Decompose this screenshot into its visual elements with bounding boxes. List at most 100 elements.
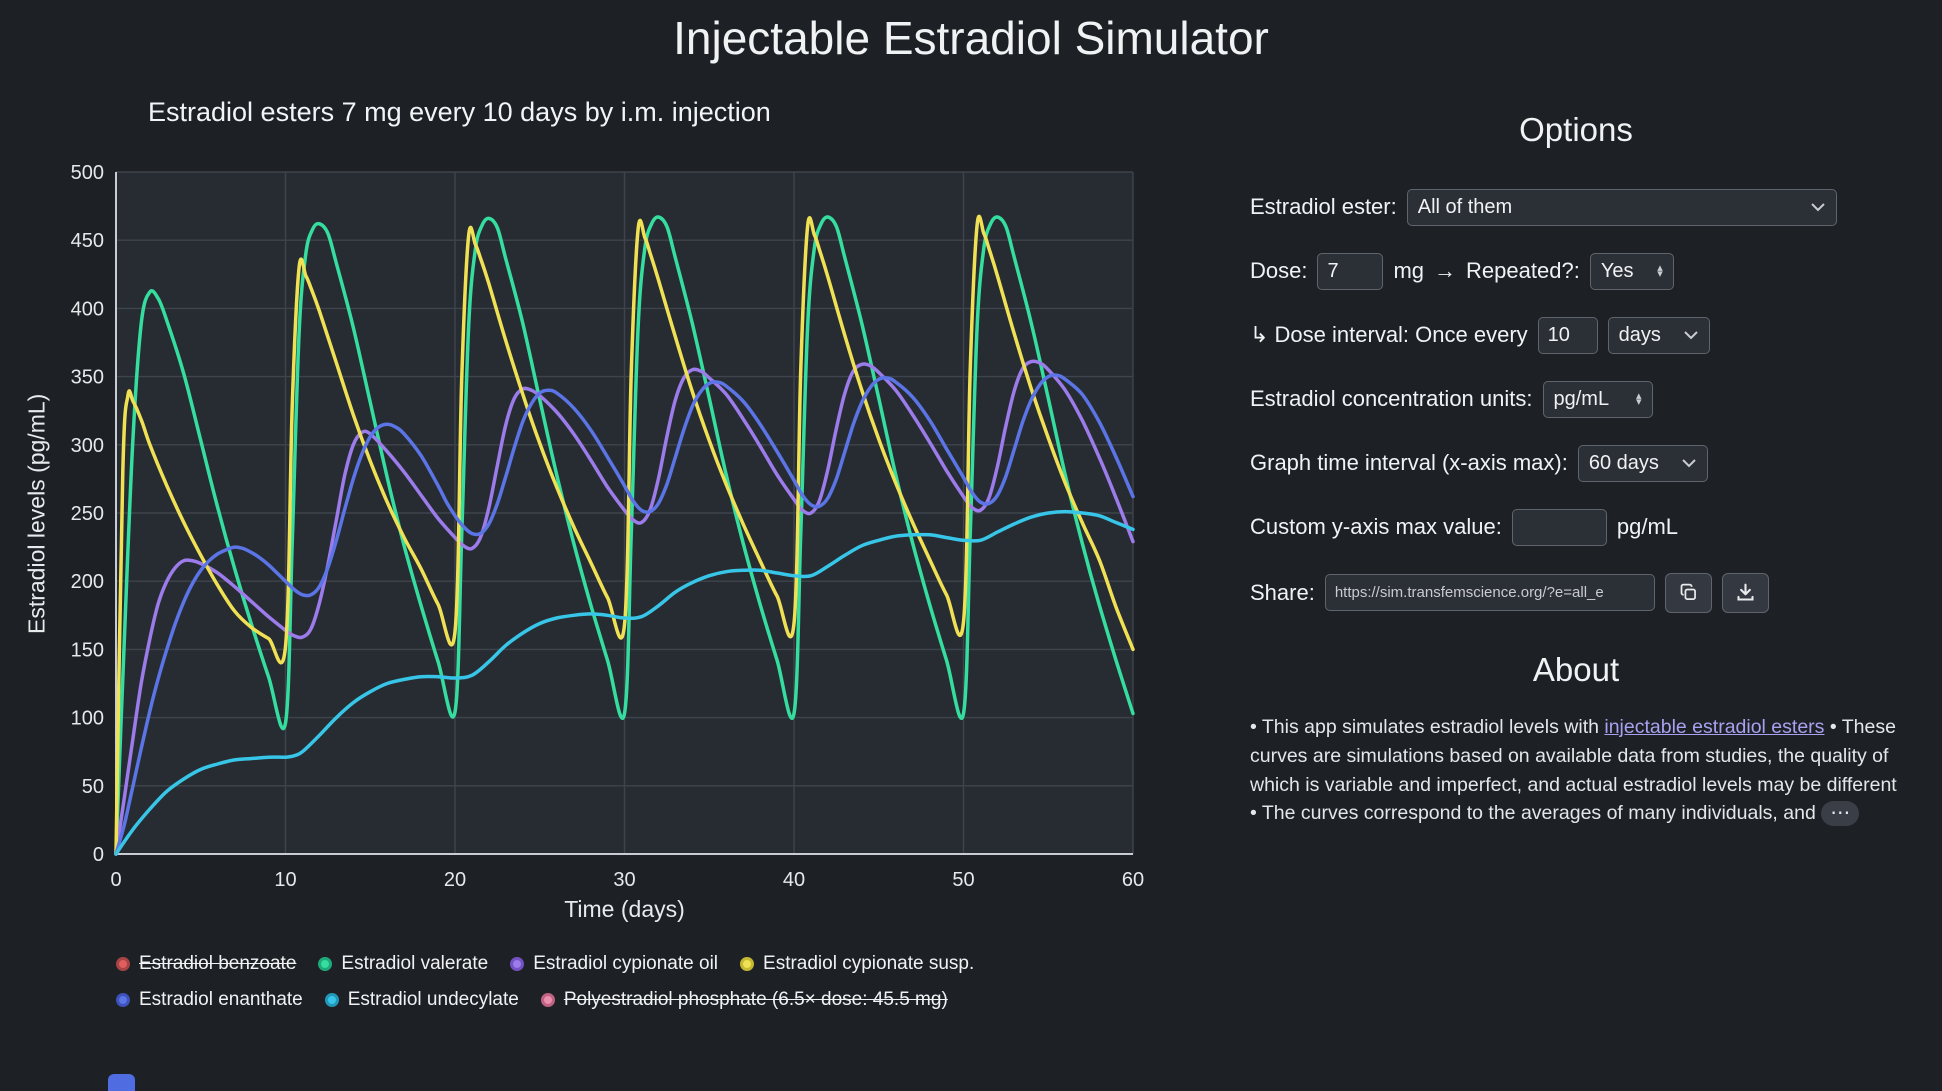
y-tick-label: 250	[71, 503, 104, 525]
legend-color-dot	[318, 956, 333, 971]
about-text-before-link: • This app simulates estradiol levels wi…	[1250, 715, 1605, 738]
x-tick-label: 10	[274, 869, 296, 891]
series-line-1	[114, 215, 1135, 856]
interval-row: ↳ Dose interval: Once every days	[1250, 316, 1902, 354]
y-tick-label: 450	[71, 230, 104, 252]
y-tick-label: 400	[71, 298, 104, 320]
options-heading: Options	[1519, 110, 1633, 148]
about-heading: About	[1532, 650, 1620, 688]
copy-link-button[interactable]	[1664, 572, 1712, 613]
legend-item[interactable]: Estradiol cypionate susp.	[740, 953, 974, 975]
legend-item[interactable]: Estradiol cypionate oil	[510, 953, 718, 975]
legend-color-dot	[540, 992, 555, 1007]
dose-input[interactable]	[1317, 252, 1384, 290]
ymax-input[interactable]	[1511, 508, 1607, 546]
y-tick-label: 200	[71, 571, 104, 593]
ester-select[interactable]: All of them	[1406, 188, 1837, 226]
esters-link[interactable]: injectable estradiol esters	[1604, 715, 1825, 738]
chart-section: Estradiol esters 7 mg every 10 days by i…	[0, 85, 1204, 1011]
x-tick-label: 50	[952, 869, 974, 891]
legend-color-dot	[740, 956, 755, 971]
y-tick-label: 0	[93, 844, 104, 866]
time-interval-row: Graph time interval (x-axis max): 60 day…	[1250, 444, 1902, 482]
legend-label: Estradiol cypionate oil	[533, 952, 719, 974]
options-panel: Options Estradiol ester: All of them Dos…	[1204, 85, 1942, 1011]
select-arrows-icon: ▴ ▾	[1635, 389, 1642, 409]
legend-label: Estradiol cypionate susp.	[763, 952, 975, 974]
legend-item[interactable]: Estradiol valerate	[318, 953, 488, 975]
page-title: Injectable Estradiol Simulator	[673, 12, 1269, 64]
share-label: Share:	[1250, 579, 1315, 605]
units-select[interactable]: pg/mL ▴ ▾	[1542, 380, 1653, 418]
chart-legend: Estradiol benzoate Estradiol valerate Estr…	[116, 953, 1096, 1011]
units-row: Estradiol concentration units: pg/mL ▴ ▾	[1250, 380, 1902, 418]
interval-input[interactable]	[1537, 316, 1598, 354]
legend-item[interactable]: Estradiol benzoate	[116, 953, 296, 975]
x-tick-label: 40	[783, 869, 805, 891]
legend-color-dot	[116, 956, 130, 971]
chevron-down-icon	[1811, 203, 1825, 212]
x-axis-label: Time (days)	[564, 895, 685, 922]
ymax-row: Custom y-axis max value: pg/mL	[1250, 508, 1902, 546]
about-text-after-link: • These curves are simulations based on …	[1250, 715, 1897, 825]
select-arrows-icon: ▴ ▾	[1657, 261, 1663, 281]
dose-row: Dose: mg → Repeated?: Yes ▴▾	[1250, 252, 1902, 290]
repeated-select[interactable]: Yes ▴ ▾	[1589, 252, 1674, 290]
series-line-3	[114, 214, 1135, 856]
units-select-value: pg/mL	[1553, 387, 1610, 410]
ester-row: Estradiol ester: All of them	[1250, 188, 1902, 226]
series-line-5	[114, 509, 1135, 856]
ester-label: Estradiol ester:	[1250, 194, 1397, 220]
chevron-down-icon	[1682, 459, 1696, 468]
x-tick-label: 0	[110, 869, 121, 891]
ymax-unit-label: pg/mL	[1616, 514, 1679, 540]
legend-label: Polyestradiol phosphate (6.5× dose: 45.5…	[563, 988, 948, 1010]
about-text: • This app simulates estradiol levels wi…	[1250, 713, 1902, 828]
chart-canvas[interactable]: 0 50 100 150 200 250 300 350 400 450 500 0 10 20 30 40 5…	[54, 132, 1144, 896]
legend-label: Estradiol undecylate	[347, 988, 519, 1010]
x-tick-label: 20	[444, 869, 466, 891]
main-content: Estradiol esters 7 mg every 10 days by i…	[0, 85, 1942, 1011]
dose-unit-label: mg	[1393, 258, 1425, 284]
x-tick-label: 30	[613, 869, 635, 891]
expand-more-button[interactable]: ⋯	[1821, 801, 1860, 827]
copy-icon	[1680, 584, 1696, 601]
series-line-4	[114, 373, 1135, 856]
legend-color-dot	[116, 992, 130, 1007]
interval-label: ↳ Dose interval: Once every	[1250, 322, 1528, 348]
ymax-label: Custom y-axis max value:	[1250, 514, 1502, 540]
y-axis-label: Estradiol levels (pg/mL)	[23, 393, 50, 635]
legend-color-dot	[510, 956, 525, 971]
y-tick-label: 100	[71, 707, 104, 729]
legend-item[interactable]: Estradiol undecylate	[324, 988, 519, 1011]
interval-unit-select[interactable]: days	[1607, 316, 1710, 354]
download-image-button[interactable]	[1721, 572, 1769, 613]
y-tick-label: 150	[71, 639, 104, 661]
ester-select-value: All of them	[1417, 195, 1513, 218]
y-tick-label: 50	[82, 776, 104, 798]
units-label: Estradiol concentration units:	[1250, 386, 1533, 412]
y-tick-label: 350	[71, 366, 104, 388]
legend-color-dot	[324, 992, 339, 1007]
time-interval-label: Graph time interval (x-axis max):	[1250, 450, 1568, 476]
legend-item[interactable]: Estradiol enanthate	[116, 989, 303, 1011]
share-url-input[interactable]	[1324, 574, 1655, 612]
legend-item[interactable]: Polyestradiol phosphate (6.5× dose: 45.5…	[540, 988, 948, 1011]
y-tick-label: 500	[71, 162, 104, 184]
time-interval-value: 60 days	[1588, 451, 1659, 474]
repeated-label: Repeated?:	[1466, 258, 1580, 284]
download-icon	[1737, 583, 1754, 601]
dose-label: Dose:	[1250, 258, 1308, 284]
time-interval-select[interactable]: 60 days	[1577, 444, 1708, 482]
share-row: Share:	[1250, 572, 1902, 613]
legend-label: Estradiol valerate	[341, 952, 489, 974]
interval-unit-value: days	[1618, 323, 1661, 346]
repeated-select-value: Yes	[1600, 259, 1634, 282]
legend-label: Estradiol enanthate	[139, 988, 303, 1010]
bottom-edge-button[interactable]	[108, 1074, 135, 1091]
arrow-right-icon: →	[1434, 258, 1457, 284]
y-tick-label: 300	[71, 435, 104, 457]
legend-label: Estradiol benzoate	[139, 952, 297, 974]
chart-title: Estradiol esters 7 mg every 10 days by i…	[148, 96, 771, 127]
x-tick-label: 60	[1122, 869, 1144, 891]
